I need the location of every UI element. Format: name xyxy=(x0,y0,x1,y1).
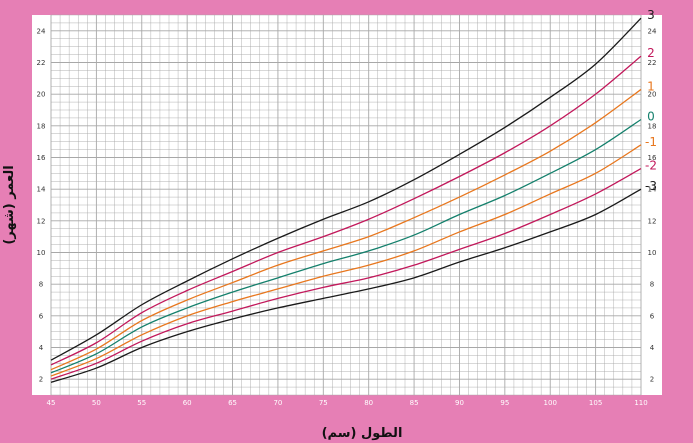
y-tick-label-right: 10 xyxy=(648,249,657,257)
x-tick-label: 105 xyxy=(589,399,602,407)
y-tick-label-right: 14 xyxy=(648,186,657,194)
series-label-3: 3 xyxy=(647,8,655,22)
series-line-minus1 xyxy=(50,144,642,377)
y-tick-label-right: 12 xyxy=(648,217,657,225)
y-tick-label-right: 16 xyxy=(648,154,657,162)
y-tick-label-left: 22 xyxy=(37,59,46,67)
y-tick-label-right: 22 xyxy=(648,59,657,67)
y-tick-label-right: 2 xyxy=(650,376,654,384)
x-tick-label: 80 xyxy=(364,399,373,407)
series-label-2: 2 xyxy=(647,46,655,60)
y-tick-label-right: 8 xyxy=(650,281,654,289)
y-tick-label-left: 16 xyxy=(37,154,46,162)
series-line-1 xyxy=(50,88,642,371)
x-tick-label: 65 xyxy=(228,399,237,407)
series-line-3 xyxy=(50,17,642,361)
series-line-2 xyxy=(50,55,642,366)
series-label-0: 0 xyxy=(647,110,655,124)
x-tick-label: 90 xyxy=(455,399,464,407)
series-line-minus2 xyxy=(50,168,642,380)
x-tick-label: 110 xyxy=(634,399,647,407)
x-tick-label: 75 xyxy=(319,399,328,407)
y-tick-label-right: 4 xyxy=(650,344,655,352)
y-tick-label-left: 6 xyxy=(39,312,44,320)
series-label-1: 1 xyxy=(647,79,655,93)
y-tick-label-left: 8 xyxy=(39,281,43,289)
x-tick-label: 85 xyxy=(410,399,419,407)
series-line-minus3 xyxy=(50,188,642,383)
x-tick-label: 95 xyxy=(500,399,509,407)
y-tick-label-left: 18 xyxy=(37,122,46,130)
x-axis-title: الطول (سم) xyxy=(322,426,403,441)
x-tick-label: 45 xyxy=(47,399,56,407)
y-tick-label-right: 24 xyxy=(648,27,657,35)
x-tick-label: 55 xyxy=(137,399,146,407)
y-tick-label-left: 24 xyxy=(37,27,46,35)
y-tick-label-right: 6 xyxy=(650,312,655,320)
series-label-minus2: -2 xyxy=(645,159,657,173)
x-tick-label: 50 xyxy=(92,399,101,407)
y-tick-label-left: 4 xyxy=(39,344,44,352)
y-axis-title: العمر (شهر) xyxy=(2,165,17,244)
series-label-minus1: -1 xyxy=(645,135,657,149)
y-tick-label-left: 12 xyxy=(37,217,46,225)
y-tick-label-right: 20 xyxy=(648,91,657,99)
x-tick-label: 60 xyxy=(183,399,192,407)
y-tick-label-left: 20 xyxy=(37,91,46,99)
x-tick-label: 100 xyxy=(544,399,557,407)
y-tick-label-left: 10 xyxy=(37,249,46,257)
y-tick-label-left: 14 xyxy=(37,186,46,194)
series-label-minus3: -3 xyxy=(645,179,657,193)
series-line-0 xyxy=(50,118,642,374)
x-tick-label: 70 xyxy=(273,399,282,407)
y-tick-label-left: 2 xyxy=(39,376,43,384)
y-tick-label-right: 18 xyxy=(648,122,657,130)
